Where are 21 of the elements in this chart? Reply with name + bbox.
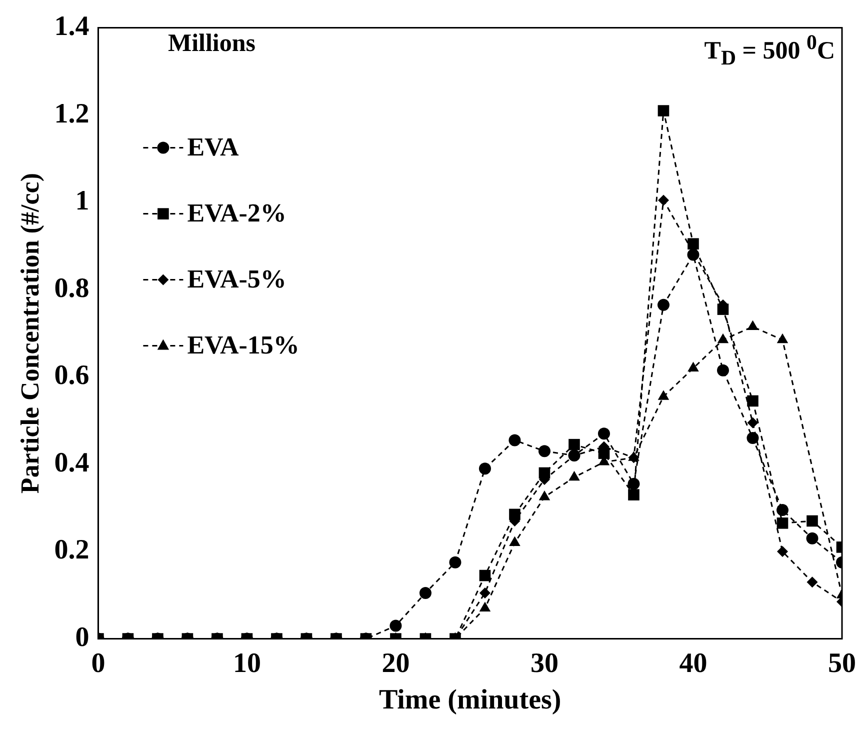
legend-label: EVA-2% (187, 198, 286, 228)
annotation: Millions (168, 30, 256, 58)
legend-label: EVA-15% (187, 330, 300, 360)
y-axis-title: Particle Concentration (#/cc) (15, 173, 44, 494)
legend-label: EVA-5% (187, 264, 286, 294)
annotation: T$_{D}$ = 500 $^{0}$C (704, 30, 835, 70)
y-tick-label: 1.2 (54, 98, 90, 130)
x-tick-label: 40 (679, 648, 708, 679)
y-tick-label: 1 (75, 186, 90, 217)
x-tick-label: 30 (530, 648, 558, 679)
y-tick-label: 0 (75, 622, 90, 654)
y-tick-label: 1.4 (54, 11, 90, 42)
y-tick-label: 0.6 (54, 360, 90, 392)
y-tick-label: 0.2 (54, 534, 90, 566)
legend-label: EVA (187, 132, 239, 162)
y-tick-label: 0.4 (54, 447, 90, 478)
x-tick-label: 50 (828, 648, 856, 679)
x-axis-title: Time (minutes) (378, 684, 562, 716)
x-tick-label: 10 (232, 648, 261, 679)
x-tick-label: 20 (382, 648, 410, 679)
y-tick-label: 0.8 (54, 272, 90, 304)
